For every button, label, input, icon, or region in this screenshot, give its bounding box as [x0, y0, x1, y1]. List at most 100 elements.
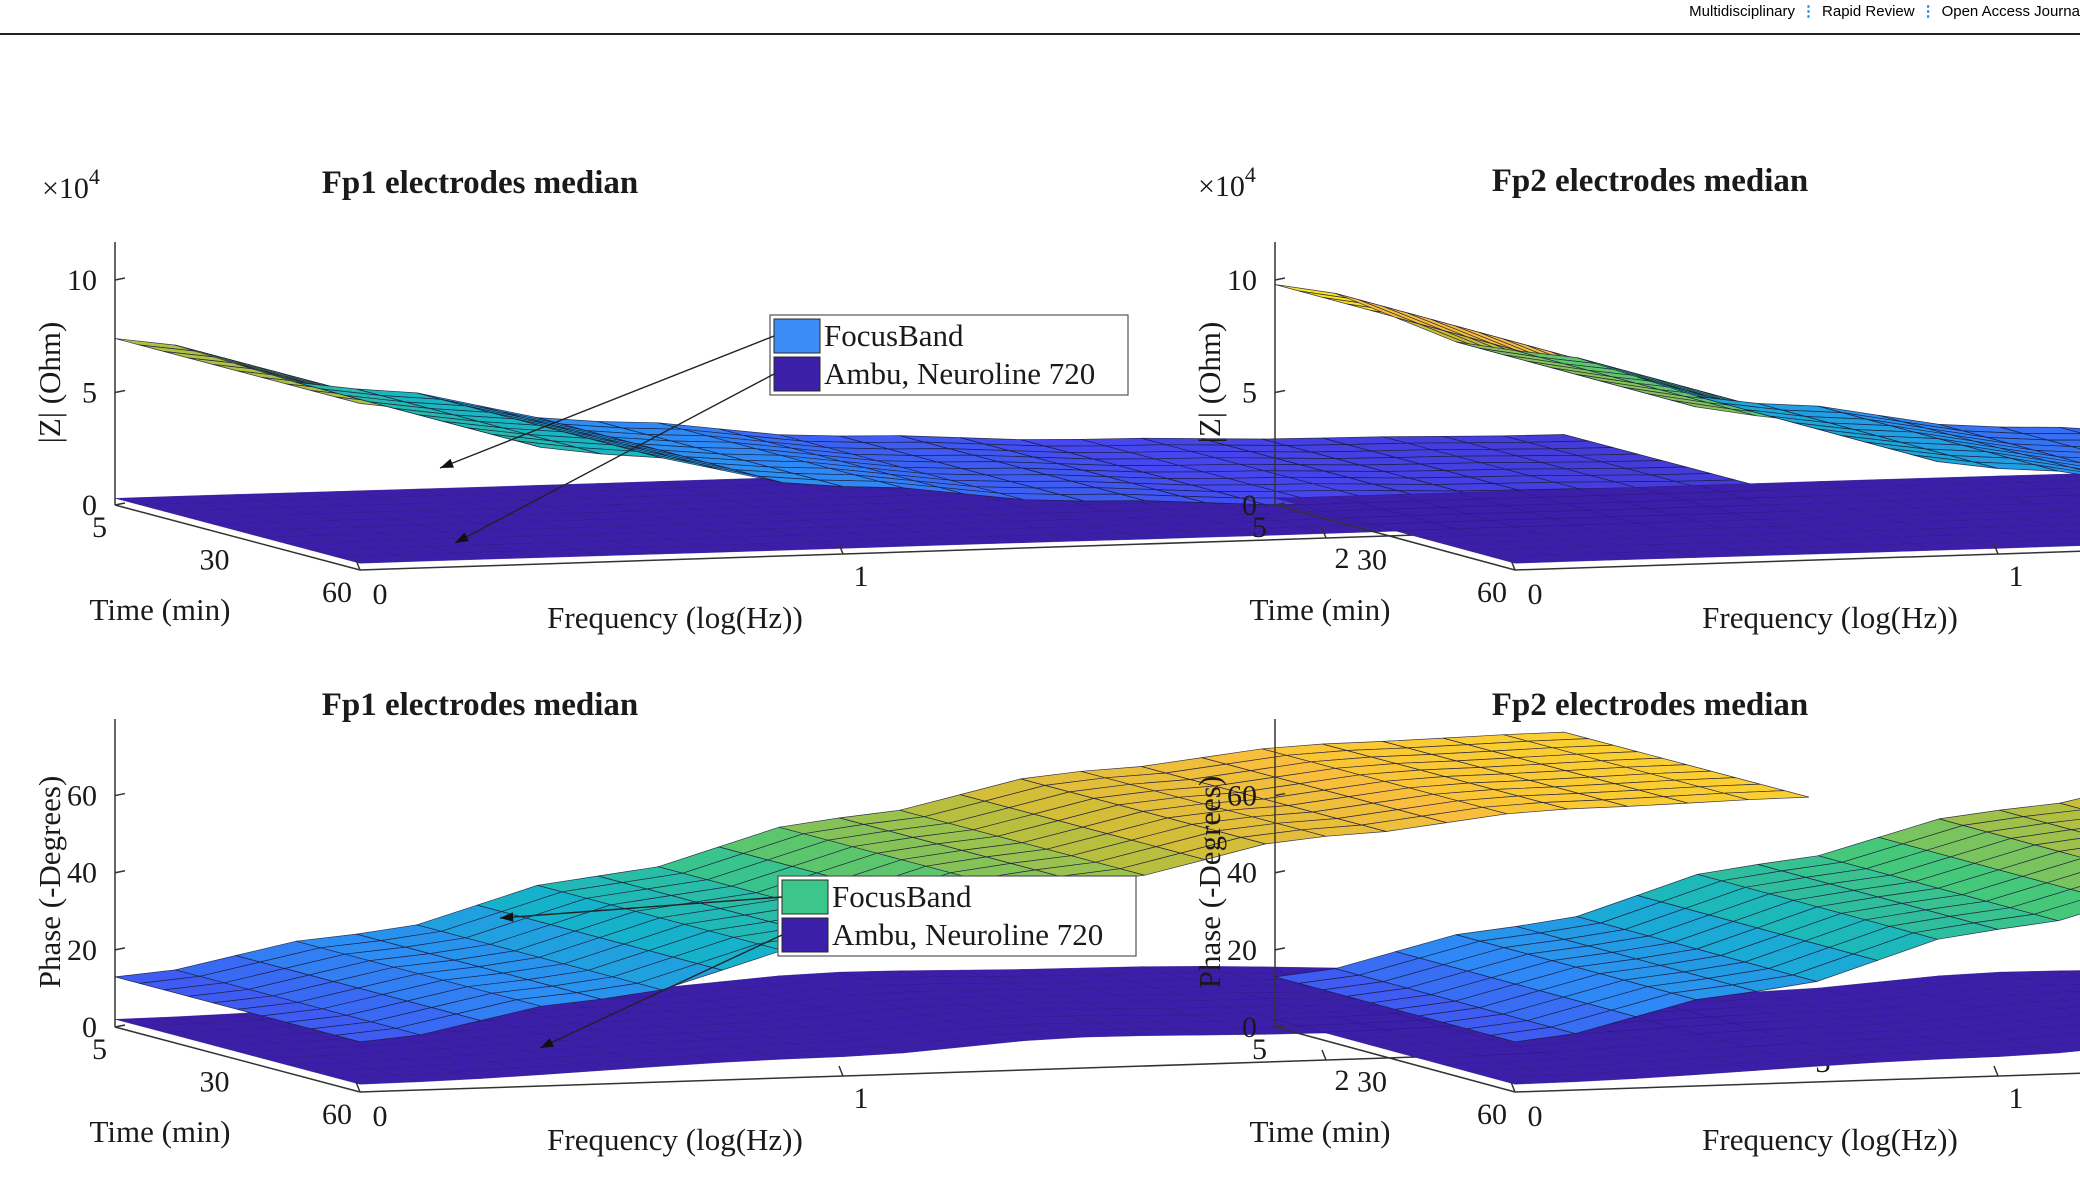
surface-cell	[1998, 1008, 2080, 1022]
z-tick-mark	[1274, 277, 1286, 281]
frequency-tick-mark	[355, 559, 361, 571]
time-tick-label: 5	[92, 1033, 107, 1066]
surface-cell	[2069, 886, 2080, 893]
frequency-tick-label: 1	[854, 1082, 869, 1115]
surface-cell	[1998, 509, 2080, 519]
frequency-tick-mark	[1510, 559, 1516, 571]
z-tick-label: 60	[1227, 780, 1257, 813]
time-axis-line	[114, 504, 361, 571]
z-tick-label: 0	[1242, 489, 1257, 522]
z-tick-label: 10	[67, 264, 97, 297]
surface-cell	[1359, 299, 1444, 331]
surface-cell	[1383, 306, 1468, 338]
legend-label-ambu: Ambu, Neuroline 720	[832, 917, 1103, 952]
chart-panel-4: 0204060530600123Phase (-Degrees)Time (mi…	[1192, 687, 2080, 1157]
surface-cell	[2070, 1032, 2080, 1037]
frequency-tick-label: 2	[1335, 542, 1350, 575]
legend-arrow-head	[540, 1038, 554, 1048]
legend-label-focusband: FocusBand	[832, 879, 972, 914]
surface-cell	[2035, 502, 2080, 511]
z-tick-mark	[114, 947, 126, 951]
frequency-axis-label: Frequency (log(Hz))	[1702, 600, 1958, 635]
z-tick-label: 0	[82, 489, 97, 522]
frequency-tick-mark	[838, 543, 844, 555]
surface-cell	[1724, 790, 1810, 801]
z-tick-mark	[114, 277, 126, 281]
surface-cell	[2035, 838, 2080, 852]
z-axis-label: |Z| (Ohm)	[32, 322, 67, 444]
time-tick-label: 30	[1357, 544, 1387, 577]
z-tick-mark	[114, 389, 126, 394]
surface-cell	[2023, 433, 2080, 441]
surface-cell	[2046, 523, 2080, 532]
surface-cell	[2059, 473, 2080, 480]
frequency-axis-label: Frequency (log(Hz))	[547, 600, 803, 635]
frequency-tick-label: 1	[2009, 1082, 2024, 1115]
surface-cell	[2010, 457, 2080, 472]
z-tick-label: 10	[1227, 264, 1257, 297]
surface-cell	[2023, 809, 2080, 824]
surface-cell	[2011, 495, 2080, 504]
time-tick-label: 5	[1252, 1033, 1267, 1066]
z-axis-label: Phase (-Degrees)	[1192, 776, 1227, 989]
frequency-tick-label: 2	[1335, 1064, 1350, 1097]
header-item-rapid-review: Rapid Review	[1822, 3, 1915, 20]
surface-cell	[2033, 899, 2080, 922]
time-tick-label: 60	[1477, 1098, 1507, 1131]
z-tick-label: 20	[1227, 934, 1257, 967]
surface-cell	[2059, 797, 2080, 809]
surface-cell	[2059, 970, 2080, 977]
surface-cell	[2059, 848, 2080, 858]
surface-cell	[2035, 450, 2080, 459]
z-tick-label: 5	[1242, 377, 1257, 410]
frequency-tick-mark	[1993, 543, 1999, 555]
time-tick-label: 30	[200, 1066, 230, 1099]
surface-cell	[2046, 1023, 2080, 1035]
surface-cell	[2010, 531, 2080, 541]
frequency-tick-mark	[1321, 1049, 1327, 1061]
time-tick-label: 30	[1357, 1066, 1387, 1099]
z-tick-label: 0	[1242, 1011, 1257, 1044]
legend-label-focusband: FocusBand	[824, 318, 964, 353]
header-separator: ⋮	[1920, 3, 1936, 20]
z-tick-mark	[114, 502, 126, 506]
surface-cell	[1335, 293, 1420, 325]
header-item-multidisciplinary: Multidisciplinary	[1689, 3, 1796, 20]
z-axis-label: |Z| (Ohm)	[1192, 322, 1227, 444]
frequency-tick-label: 0	[1528, 578, 1543, 611]
frequency-tick-label: 0	[1528, 1100, 1543, 1133]
legend-box	[769, 314, 1129, 396]
frequency-tick-label: 0	[373, 1100, 388, 1133]
header-separator: ⋮	[1801, 3, 1817, 20]
time-axis-label: Time (min)	[90, 592, 231, 627]
surface-focusband	[1274, 284, 2080, 475]
surface-cell	[1999, 426, 2080, 435]
frequency-tick-label: 1	[2009, 560, 2024, 593]
frequency-tick-label: 0	[373, 578, 388, 611]
frequency-axis-label: Frequency (log(Hz))	[1702, 1122, 1958, 1157]
legend-label-ambu: Ambu, Neuroline 720	[824, 356, 1095, 391]
frequency-axis-line	[1514, 550, 2080, 571]
surface-cell	[2071, 991, 2080, 995]
time-tick-label: 5	[92, 511, 107, 544]
header-item-open-access: Open Access Journa	[1941, 3, 2080, 20]
journal-header-text: Multidisciplinary ⋮ Rapid Review ⋮ Open Acce…	[1689, 2, 2080, 20]
chart-title: Fp1 electrodes median	[322, 687, 639, 723]
chart-panel-1: 0510530600123|Z| (Ohm)Time (min)Frequenc…	[32, 164, 1831, 635]
z-scale-factor: ×104	[42, 164, 100, 205]
frequency-tick-mark	[1993, 1065, 1999, 1077]
surface-cell	[2022, 516, 2080, 526]
time-tick-label: 60	[322, 1098, 352, 1131]
surface-cell	[2011, 991, 2080, 1003]
surface-cell	[2047, 487, 2080, 496]
surface-cell	[1997, 851, 2080, 877]
chart-panel-2: 0510530600123|Z| (Ohm)Time (min)Frequenc…	[1192, 162, 2080, 635]
frequency-tick-mark	[838, 1065, 844, 1077]
z-tick-mark	[1274, 947, 1286, 951]
time-tick-label: 30	[200, 544, 230, 577]
z-tick-mark	[1274, 869, 1286, 874]
time-axis-line	[114, 1026, 361, 1093]
surface-cell	[2023, 480, 2080, 490]
surface-cell	[2071, 446, 2080, 450]
